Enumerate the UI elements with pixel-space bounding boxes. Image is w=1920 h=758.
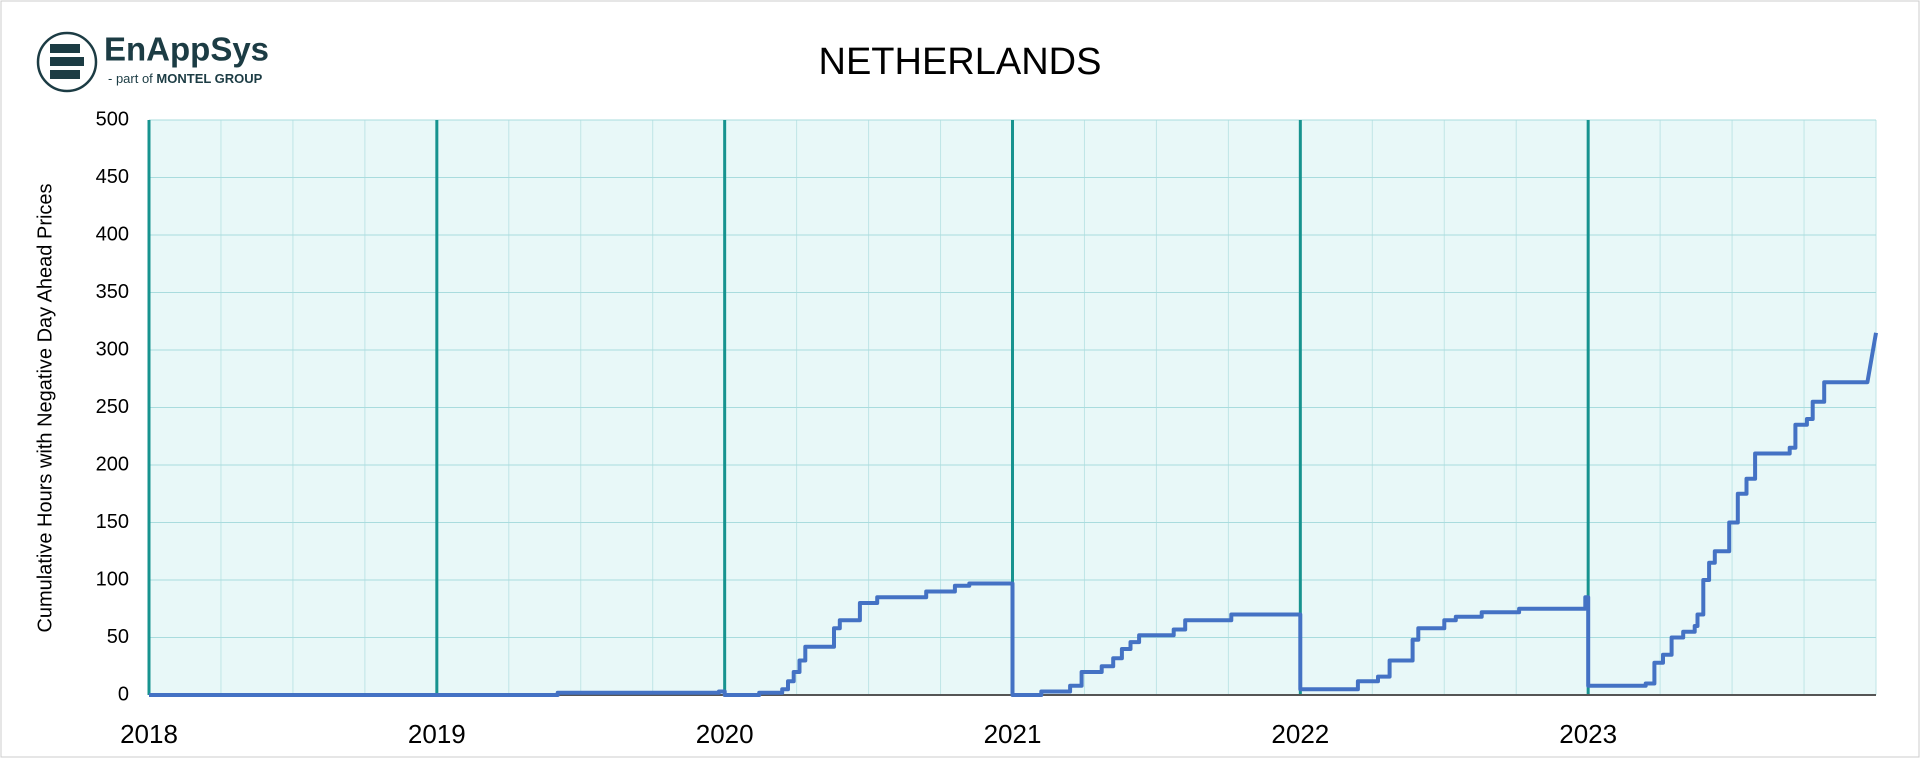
y-tick-label: 300 [96,338,129,360]
y-tick-label: 0 [118,683,129,705]
data-line [149,332,1878,697]
y-tick-label: 100 [96,568,129,590]
logo-tagline-prefix: - part of [108,71,153,86]
y-tick-label: 200 [96,453,129,475]
y-tick-label: 250 [96,396,129,418]
x-tick-label: 2021 [984,719,1042,749]
logo-bar [50,44,80,53]
chart-title: NETHERLANDS [819,41,1102,83]
x-tick-label: 2023 [1559,719,1617,749]
logo-tagline: - part of MONTEL GROUP [108,71,263,86]
y-tick-label: 50 [107,626,129,648]
logo-name: EnAppSys [104,31,269,68]
y-tick-label: 350 [96,281,129,303]
y-tick-label: 450 [96,166,129,188]
x-tick-label: 2020 [696,719,754,749]
logo-tagline-brand: MONTEL GROUP [156,71,262,86]
x-tick-label: 2018 [120,719,178,749]
logo: EnAppSys - part of MONTEL GROUP [36,31,269,93]
y-tick-label: 500 [96,108,129,130]
x-tick-label: 2022 [1271,719,1329,749]
y-tick-label: 400 [96,223,129,245]
y-tick-label: 150 [96,511,129,533]
x-tick-label: 2019 [408,719,466,749]
logo-bar [50,57,84,66]
logo-bar [50,70,80,79]
y-axis-label: Cumulative Hours with Negative Day Ahead… [34,183,56,632]
